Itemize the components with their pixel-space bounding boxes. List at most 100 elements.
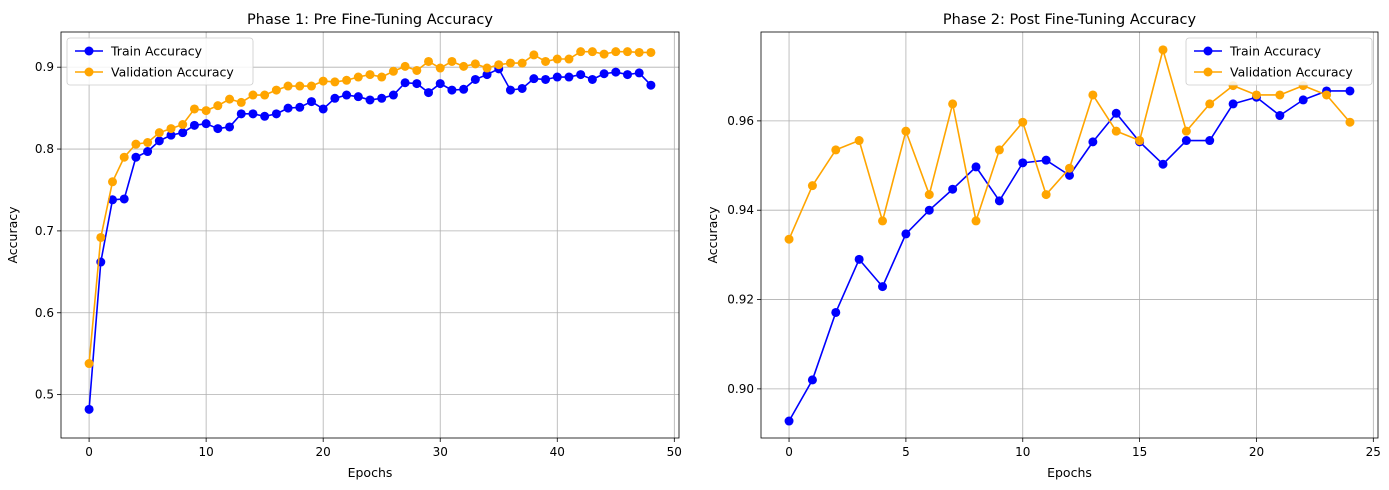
data-point (994, 196, 1004, 206)
data-point (96, 232, 106, 242)
legend-label: Train Accuracy (110, 44, 203, 59)
data-point (1088, 90, 1098, 100)
data-point (807, 181, 817, 191)
legend-marker (1203, 46, 1213, 56)
data-point (541, 74, 551, 84)
data-point (236, 109, 246, 119)
data-point (1041, 155, 1051, 165)
data-point (154, 136, 164, 146)
data-point (143, 147, 153, 157)
y-tick-label: 0.92 (727, 293, 754, 307)
data-point (807, 375, 817, 385)
data-point (342, 90, 352, 100)
data-point (225, 122, 235, 132)
data-point (552, 72, 562, 82)
data-point (1018, 158, 1028, 168)
x-tick-label: 50 (667, 445, 682, 459)
data-point (1181, 126, 1191, 136)
data-point (283, 81, 293, 91)
data-point (529, 74, 539, 84)
y-axis-label: Accuracy (5, 206, 20, 264)
data-point (330, 77, 340, 87)
data-point (623, 47, 632, 57)
data-point (564, 54, 574, 64)
data-point (260, 90, 270, 100)
data-point (1111, 126, 1121, 136)
data-point (470, 74, 480, 84)
data-point (878, 216, 888, 226)
data-point (505, 58, 515, 68)
plot-area (761, 32, 1378, 438)
axes-frame (760, 31, 1379, 439)
data-point (1275, 90, 1285, 100)
data-point (1345, 86, 1355, 96)
data-point (1181, 136, 1191, 146)
data-point (599, 49, 609, 59)
data-point (388, 66, 398, 76)
data-point (901, 229, 911, 239)
data-point (306, 81, 316, 91)
data-point (517, 58, 527, 68)
data-point (634, 47, 644, 57)
legend: Train Accuracy Validation Accuracy (66, 37, 254, 86)
data-point (564, 72, 574, 82)
data-point (201, 119, 211, 129)
data-point (784, 234, 794, 244)
data-point (971, 216, 981, 226)
data-point (494, 60, 504, 70)
data-point (1135, 136, 1145, 146)
data-point (482, 70, 492, 80)
data-point (271, 109, 281, 119)
data-point (1205, 136, 1215, 146)
data-point (353, 92, 363, 102)
data-point (295, 102, 305, 112)
data-point (1298, 95, 1308, 105)
legend-box (66, 37, 254, 86)
data-point (412, 79, 422, 89)
data-point (634, 68, 644, 78)
data-point (831, 307, 841, 317)
data-point (470, 59, 480, 69)
legend-label: Validation Accuracy (111, 65, 234, 80)
data-point (236, 97, 246, 107)
data-point (365, 95, 375, 105)
data-point (459, 61, 469, 71)
data-point (587, 47, 597, 57)
data-point (260, 111, 270, 121)
data-point (154, 128, 164, 138)
data-point (166, 124, 176, 134)
x-axis-label: Epochs (1047, 465, 1092, 480)
data-point (330, 93, 340, 103)
data-point (1065, 170, 1074, 180)
data-point (854, 254, 864, 264)
data-point (424, 88, 434, 98)
legend: Train Accuracy Validation Accuracy (1185, 37, 1373, 86)
legend-label: Train Accuracy (1229, 44, 1322, 59)
data-point (646, 47, 656, 57)
data-point (948, 99, 958, 109)
data-point (854, 136, 864, 146)
data-point (84, 359, 94, 369)
data-point (1018, 117, 1028, 127)
data-point (505, 85, 515, 95)
data-point (178, 128, 188, 138)
data-point (1322, 90, 1332, 100)
data-point (318, 76, 328, 86)
data-point (189, 104, 199, 114)
data-point (447, 85, 457, 95)
data-point (318, 104, 328, 114)
data-point (225, 94, 235, 104)
data-point (482, 63, 492, 73)
x-tick-label: 10 (1015, 445, 1030, 459)
data-point (271, 85, 281, 95)
data-point (1345, 117, 1355, 127)
data-point (306, 97, 316, 107)
x-tick-label: 20 (316, 445, 331, 459)
data-point (400, 78, 410, 88)
data-point (84, 404, 94, 414)
data-point (646, 80, 656, 90)
data-point (517, 83, 527, 93)
data-point (213, 124, 223, 134)
x-tick-label: 0 (85, 445, 93, 459)
